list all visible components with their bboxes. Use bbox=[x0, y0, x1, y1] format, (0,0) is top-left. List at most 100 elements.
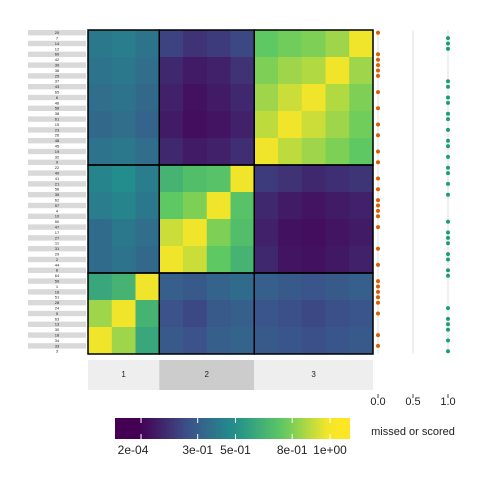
row-label-stripe bbox=[28, 224, 86, 230]
heatmap-cell bbox=[88, 111, 113, 139]
dot bbox=[446, 111, 450, 116]
row-label: 36 bbox=[55, 68, 60, 73]
row-label: 37 bbox=[55, 79, 60, 84]
dot bbox=[446, 165, 450, 170]
heatmap-cell bbox=[230, 111, 255, 139]
heatmap-cell bbox=[349, 327, 374, 355]
dot bbox=[376, 149, 380, 154]
heatmap-cell bbox=[183, 192, 208, 220]
row-label: 44 bbox=[55, 262, 60, 267]
x-axis-label: missed or scored bbox=[371, 426, 455, 438]
dot bbox=[376, 284, 380, 289]
heatmap-cell bbox=[206, 111, 231, 139]
heatmap-cell bbox=[254, 273, 279, 301]
row-label: 11 bbox=[55, 241, 60, 246]
dot bbox=[376, 289, 380, 294]
heatmap-cell bbox=[254, 165, 279, 193]
row-label: 45 bbox=[55, 143, 60, 148]
heatmap-cell bbox=[111, 219, 136, 247]
heatmap-cell bbox=[206, 30, 231, 58]
row-label-stripe bbox=[28, 267, 86, 273]
dot bbox=[446, 36, 450, 41]
heatmap-cell bbox=[88, 327, 113, 355]
row-label-stripe bbox=[28, 192, 86, 198]
heatmap-cell bbox=[183, 273, 208, 301]
dot bbox=[376, 246, 380, 251]
heatmap-cell bbox=[159, 219, 184, 247]
row-label: 29 bbox=[55, 251, 60, 256]
row-label-stripe bbox=[28, 84, 86, 90]
heatmap-cell bbox=[88, 84, 113, 112]
row-label-stripe bbox=[28, 181, 86, 187]
heatmap-cell bbox=[159, 246, 184, 274]
row-label: 13 bbox=[55, 322, 60, 327]
dot bbox=[376, 279, 380, 284]
heatmap-cell bbox=[254, 300, 279, 328]
row-label-stripe bbox=[28, 289, 86, 295]
heatmap-cell bbox=[206, 57, 231, 85]
heatmap-cell bbox=[301, 273, 326, 301]
dot bbox=[376, 160, 380, 165]
heatmap-cell bbox=[111, 273, 136, 301]
row-label: 31 bbox=[55, 246, 60, 251]
row-label: 8 bbox=[56, 268, 59, 273]
heatmap-cell bbox=[111, 84, 136, 112]
heatmap-cell bbox=[301, 84, 326, 112]
heatmap-cell bbox=[206, 219, 231, 247]
row-label-stripe bbox=[28, 213, 86, 219]
heatmap-cell bbox=[111, 165, 136, 193]
cluster-border bbox=[253, 29, 374, 166]
row-label: 38 bbox=[55, 111, 60, 116]
row-label: 32 bbox=[55, 154, 60, 159]
heatmap-cell bbox=[325, 219, 350, 247]
heatmap-cell bbox=[278, 246, 303, 274]
row-label: 57 bbox=[55, 203, 60, 208]
heatmap-cell bbox=[111, 192, 136, 220]
heatmap-cell bbox=[230, 84, 255, 112]
colorbar-tick-label: 8e-01 bbox=[277, 443, 308, 457]
column-group-bar bbox=[88, 360, 160, 390]
row-label: 40 bbox=[55, 170, 60, 175]
heatmap-cell bbox=[159, 327, 184, 355]
row-label-stripe bbox=[28, 40, 86, 47]
heatmap-cell bbox=[230, 57, 255, 85]
heatmap-cell bbox=[88, 192, 113, 220]
heatmap-cell bbox=[254, 246, 279, 274]
heatmap-cell bbox=[111, 300, 136, 328]
heatmap-cell bbox=[301, 30, 326, 58]
row-label: 17 bbox=[55, 230, 60, 235]
heatmap-cell bbox=[88, 30, 113, 58]
heatmap-cell bbox=[159, 138, 184, 166]
row-label: 22 bbox=[55, 165, 60, 170]
heatmap-cell bbox=[349, 84, 374, 112]
heatmap-cell bbox=[230, 300, 255, 328]
heatmap-cell bbox=[254, 192, 279, 220]
heatmap-cell bbox=[254, 138, 279, 166]
dot bbox=[446, 154, 450, 159]
row-label: 35 bbox=[55, 192, 60, 197]
dot bbox=[376, 300, 380, 305]
dot bbox=[376, 225, 380, 230]
row-label: 28 bbox=[55, 300, 60, 305]
heatmap-cell bbox=[278, 192, 303, 220]
heatmap-cell bbox=[301, 192, 326, 220]
heatmap-cell bbox=[278, 84, 303, 112]
dot bbox=[376, 187, 380, 192]
heatmap-cell bbox=[278, 138, 303, 166]
row-label-stripe bbox=[28, 343, 86, 349]
heatmap-cell bbox=[111, 30, 136, 58]
heatmap-cell bbox=[325, 246, 350, 274]
dot bbox=[446, 327, 450, 332]
heatmap-cell bbox=[135, 327, 160, 355]
heatmap-cell bbox=[349, 300, 374, 328]
dot bbox=[446, 219, 450, 224]
dot bbox=[376, 122, 380, 127]
dot bbox=[446, 268, 450, 273]
heatmap-cell bbox=[278, 273, 303, 301]
heatmap-cell bbox=[159, 165, 184, 193]
row-label: 56 bbox=[55, 187, 60, 192]
dot bbox=[376, 311, 380, 316]
heatmap-cell bbox=[135, 138, 160, 166]
heatmap-cell bbox=[254, 327, 279, 355]
